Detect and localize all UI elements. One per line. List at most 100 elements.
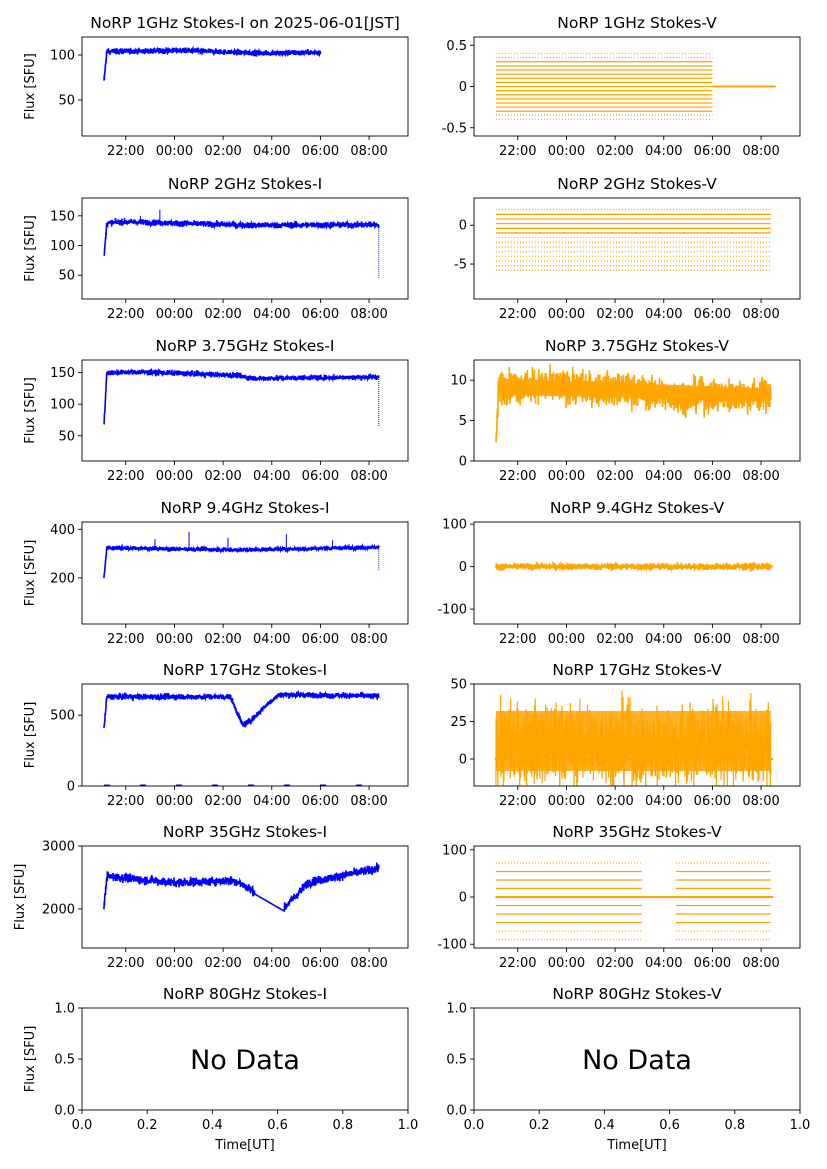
y-tick-label: 0 [459,753,467,768]
x-tick-label: 02:00 [596,469,633,484]
x-tick-label: 0.8 [332,1118,353,1133]
x-tick-label: 22:00 [499,469,536,484]
y-axis-label: Flux [SFU] [23,377,38,444]
x-tick-label: 02:00 [204,632,241,647]
panel-title: NoRP 80GHz Stokes-V [552,985,722,1003]
x-tick-label: 04:00 [645,956,682,971]
panel-35ghz-i: 2000 3000 22:00 00:00 02:00 04:00 06:00 08:00 No… [13,823,409,971]
axes-frame [81,683,409,787]
x-tick-label: 06:00 [694,469,731,484]
x-tick-label: 00:00 [156,632,193,647]
y-tick-label: 2000 [42,902,75,917]
y-tick-label: 500 [50,709,75,724]
panel-title: NoRP 35GHz Stokes-V [552,823,722,841]
x-tick-label: 22:00 [107,794,144,809]
series-line [103,862,380,913]
panel-1ghz-i: 50 100 22:00 00:00 02:00 04:00 06:00 08:00 NoRP … [23,14,409,159]
x-tick-label: 04:00 [645,307,682,322]
axes-frame [81,521,409,625]
plot-area-2ghz-i [103,209,380,279]
x-tick-label: 04:00 [645,144,682,159]
series-line [103,689,380,729]
y-tick-label: 1.0 [446,1002,467,1017]
axes-frame [473,197,801,300]
y-tick-label: 25 [450,715,467,730]
panel-title: NoRP 9.4GHz Stokes-V [550,499,725,517]
x-tick-label: 0.0 [464,1118,485,1133]
x-tick-label: 08:00 [742,956,779,971]
x-tick-label: 22:00 [499,794,536,809]
x-tick-label: 06:00 [302,794,339,809]
panel-title: NoRP 3.75GHz Stokes-I [156,337,335,355]
y-tick-label: 0 [67,780,75,795]
plot-area-35ghz-v [495,862,774,941]
x-tick-label: 00:00 [156,307,193,322]
y-tick-label: 1.0 [54,1002,75,1017]
x-tick-label: 08:00 [742,794,779,809]
series-line [103,542,380,579]
x-tick-label: 02:00 [204,307,241,322]
x-tick-label: 0.2 [529,1118,550,1133]
x-tick-label: 08:00 [350,794,387,809]
x-tick-label: 06:00 [694,794,731,809]
y-tick-label: 400 [50,523,75,538]
x-tick-label: 08:00 [742,469,779,484]
x-tick-label: 06:00 [302,144,339,159]
x-tick-label: 08:00 [350,632,387,647]
x-tick-label: 06:00 [302,469,339,484]
x-tick-label: 22:00 [499,632,536,647]
y-tick-label: 0.5 [54,1053,75,1068]
x-tick-label: 0.2 [137,1118,158,1133]
y-tick-label: 5 [459,414,467,429]
x-tick-label: 08:00 [742,307,779,322]
x-tick-label: 1.0 [398,1118,419,1133]
x-tick-label: 06:00 [302,307,339,322]
x-tick-label: 04:00 [253,144,290,159]
plot-area-1ghz-i [103,45,322,81]
axes-frame [81,197,409,300]
x-tick-label: 00:00 [156,956,193,971]
panel-title: NoRP 2GHz Stokes-V [557,175,717,193]
panel-title: NoRP 80GHz Stokes-I [163,985,327,1003]
y-tick-label: 0 [459,80,467,95]
y-tick-label: 0.5 [446,39,467,54]
x-tick-label: 04:00 [645,794,682,809]
x-tick-label: 00:00 [156,144,193,159]
x-tick-label: 08:00 [742,144,779,159]
x-tick-label: 08:00 [350,469,387,484]
y-axis-label: Flux [SFU] [23,540,38,607]
panel-80ghz-v: 0.0 0.5 1.0 0.0 0.2 0.4 0.6 0.8 1.0 NoRP 80GHz St… [446,985,810,1153]
panel-17ghz-i: 0 500 22:00 00:00 02:00 04:00 06:00 08:00 NoRP 1… [23,661,409,809]
panel-title: NoRP 35GHz Stokes-I [163,823,327,841]
panel-title: NoRP 17GHz Stokes-V [552,661,722,679]
x-axis-label: Time[UT] [214,1138,274,1153]
x-tick-label: 1.0 [790,1118,811,1133]
series-line [103,218,380,257]
x-tick-label: 22:00 [107,956,144,971]
x-tick-label: 02:00 [596,956,633,971]
x-tick-label: 04:00 [645,469,682,484]
plot-area-1ghz-v [495,52,776,121]
x-tick-label: 02:00 [204,469,241,484]
y-tick-label: -100 [437,938,467,953]
x-tick-label: 22:00 [499,307,536,322]
panel-3ghz-v: 0 5 10 22:00 00:00 02:00 04:00 06:00 08:00 NoRP 3… [450,337,801,484]
plot-area-3ghz-v [495,364,772,443]
series-band [498,378,769,402]
x-tick-label: 02:00 [204,794,241,809]
x-tick-label: 08:00 [350,307,387,322]
panel-title: NoRP 9.4GHz Stokes-I [160,499,329,517]
panel-9ghz-v: -100 0 100 22:00 00:00 02:00 04:00 06:00 08:00 No… [437,499,801,647]
no-data-message: No Data [582,1045,692,1076]
y-tick-label: 3000 [42,840,75,855]
x-tick-label: 02:00 [596,307,633,322]
no-data-message: No Data [190,1045,300,1076]
series-line [103,45,322,81]
axes-frame [473,683,801,787]
x-tick-label: 0.8 [724,1118,745,1133]
x-tick-label: 06:00 [302,956,339,971]
x-tick-label: 00:00 [548,144,585,159]
x-tick-label: 04:00 [253,956,290,971]
axes-frame [473,359,801,462]
